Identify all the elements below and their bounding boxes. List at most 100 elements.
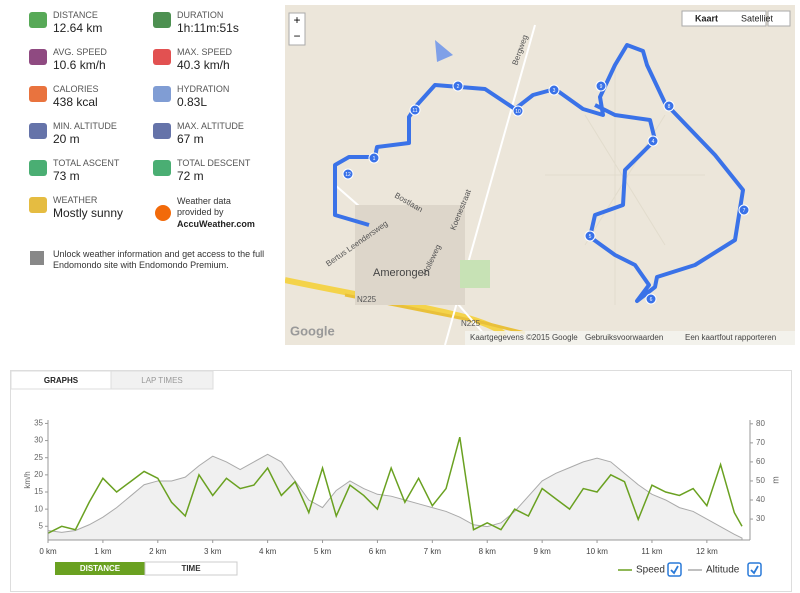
x-tick-label: 11 km <box>641 547 663 556</box>
tab-label[interactable]: GRAPHS <box>44 376 79 385</box>
stat-label: DURATION <box>177 10 224 20</box>
x-tick-label: 7 km <box>424 547 442 556</box>
y2-tick-label: 80 <box>756 419 765 428</box>
route-marker-label: 10 <box>515 109 521 115</box>
route-marker[interactable] <box>663 100 675 112</box>
x-tick-label: 2 km <box>149 547 167 556</box>
stat-label: TOTAL ASCENT <box>53 158 120 168</box>
zoom-in[interactable]: + <box>293 13 300 27</box>
stat-icon <box>29 123 47 139</box>
tab-label[interactable]: LAP TIMES <box>141 376 183 385</box>
y2-tick-label: 40 <box>756 495 765 504</box>
x-tick-label: 5 km <box>314 547 332 556</box>
y-axis-label: km/h <box>23 471 32 488</box>
stat-label: MAX. SPEED <box>177 47 233 57</box>
toggle-time[interactable] <box>144 561 238 576</box>
x-tick-label: 6 km <box>369 547 387 556</box>
altitude-area <box>47 453 743 541</box>
map-type-control[interactable] <box>681 10 767 27</box>
legend-checkbox[interactable] <box>667 562 682 577</box>
x-tick-label: 12 km <box>696 547 718 556</box>
y2-tick-label: 70 <box>756 438 765 447</box>
map-footer[interactable]: Een kaartfout rapporteren <box>685 333 776 342</box>
stat-label: TOTAL DESCENT <box>177 158 251 168</box>
route-marker[interactable] <box>645 293 657 305</box>
zoom-out[interactable]: − <box>293 29 300 43</box>
route-marker[interactable] <box>584 230 596 242</box>
stat-value: 40.3 km/h <box>177 58 230 72</box>
route-marker[interactable] <box>512 105 524 117</box>
y-tick-label: 35 <box>34 419 43 428</box>
zoom-control[interactable] <box>288 12 306 46</box>
x-tick-label: 4 km <box>259 547 277 556</box>
stat-value: 1h:11m:51s <box>177 21 239 35</box>
stat-value: Mostly sunny <box>53 206 124 220</box>
route-marker-label: 1 <box>373 156 376 162</box>
premium-note: Unlock weather information and get acces… <box>53 249 265 270</box>
y2-axis-label: m <box>770 476 780 484</box>
stat-icon <box>153 12 171 28</box>
map-logo: Google <box>290 323 335 338</box>
legend-label[interactable]: Altitude <box>706 565 740 576</box>
route-marker[interactable] <box>548 84 560 96</box>
tab-lap-times[interactable] <box>110 370 214 390</box>
route-marker[interactable] <box>738 204 750 216</box>
stat-value: 67 m <box>177 132 204 146</box>
x-tick-label: 9 km <box>533 547 551 556</box>
town-label: Amerongen <box>373 267 430 279</box>
route-marker-label: 12 <box>345 172 351 178</box>
route-marker[interactable] <box>647 135 659 147</box>
x-tick-label: 1 km <box>94 547 112 556</box>
x-tick-label: 0 km <box>39 547 57 556</box>
y2-tick-label: 30 <box>756 514 765 523</box>
map-decoration <box>285 24 745 345</box>
y2-tick-label: 60 <box>756 457 765 466</box>
stat-value: 0.83L <box>177 95 208 109</box>
route-marker-label: 2 <box>457 84 460 90</box>
toggle-label[interactable]: TIME <box>181 564 201 573</box>
stat-icon <box>29 197 47 213</box>
y-tick-label: 10 <box>34 504 43 513</box>
route-marker[interactable] <box>342 168 354 180</box>
weather-link: AccuWeather.com <box>177 219 255 229</box>
y-tick-label: 5 <box>39 521 44 530</box>
map-type-button[interactable]: Kaart <box>695 13 718 23</box>
route-marker[interactable] <box>452 80 464 92</box>
route-marker[interactable] <box>595 80 607 92</box>
route-marker[interactable] <box>368 152 380 164</box>
route-marker-label: 3 <box>553 88 556 94</box>
checkmark <box>670 565 679 575</box>
toggle-label[interactable]: DISTANCE <box>80 564 121 573</box>
stat-icon <box>29 12 47 28</box>
route-marker[interactable] <box>409 104 421 116</box>
speed-line <box>47 436 743 534</box>
stats-panel: DISTANCE 12.64 km DURATION 1h:11m:51s AVG. S… <box>0 0 280 290</box>
x-tick-label: 3 km <box>204 547 222 556</box>
fullscreen-control[interactable] <box>767 10 791 27</box>
x-tick-label: 10 km <box>586 547 608 556</box>
weather-credit: Weather data provided by <box>177 196 231 217</box>
stat-label: MAX. ALTITUDE <box>177 121 244 131</box>
toggle-distance[interactable] <box>55 562 145 575</box>
legend-label[interactable]: Speed <box>636 565 665 576</box>
map-footer[interactable]: Gebruiksvoorwaarden <box>585 333 663 342</box>
stat-value: 10.6 km/h <box>53 58 106 72</box>
stat-label: WEATHER <box>53 195 98 205</box>
legend-checkbox[interactable] <box>747 562 762 577</box>
stat-label: MIN. ALTITUDE <box>53 121 117 131</box>
route-marker-label: 11 <box>412 108 417 114</box>
map-footer-bg <box>465 331 795 345</box>
street-label: N225 <box>461 319 481 328</box>
x-tick-label: 8 km <box>479 547 497 556</box>
y-tick-label: 25 <box>34 453 43 462</box>
premium-icon <box>30 251 44 265</box>
route-marker-label: 4 <box>652 139 655 145</box>
route-marker-label: 5 <box>589 234 592 240</box>
route-marker-label: 6 <box>650 297 653 303</box>
y2-tick-label: 50 <box>756 476 765 485</box>
map-type-button[interactable]: Satelliet <box>741 13 774 23</box>
stat-icon <box>153 123 171 139</box>
route-marker-label: 7 <box>743 208 746 214</box>
stat-value: 72 m <box>177 169 204 183</box>
